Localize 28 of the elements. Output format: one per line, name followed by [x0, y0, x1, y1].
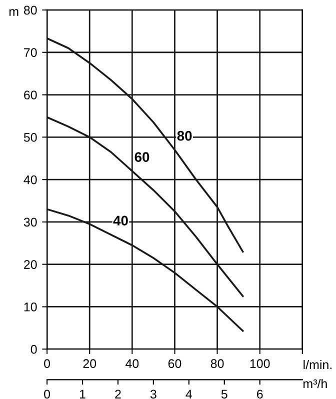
y-tick-label: 70: [24, 48, 37, 58]
x2-tick-label: 2: [115, 390, 121, 398]
x2-tick-label: 0: [44, 390, 50, 399]
series-label: 40: [113, 216, 128, 226]
y-tick-label: 20: [24, 260, 37, 269]
y-tick-label: 80: [24, 6, 37, 15]
y-tick-label: 60: [24, 90, 37, 100]
y-tick-label: 50: [24, 132, 37, 142]
series-label: 80: [177, 130, 192, 141]
x2-axis-title: m³/h: [304, 378, 327, 388]
y-tick-label: 40: [24, 175, 37, 184]
series-label: 60: [134, 152, 150, 162]
x-tick-label: 20: [83, 359, 96, 368]
x-tick-label: 0: [44, 359, 50, 368]
x2-tick-label: 3: [150, 390, 156, 399]
x2-tick-label: 6: [257, 390, 263, 399]
x-tick-label: 40: [125, 359, 139, 368]
y-axis-title: m: [9, 9, 18, 16]
y-tick-label: 10: [24, 302, 37, 312]
x-axis-title: l/min.: [304, 360, 332, 370]
x2-tick-label: 4: [186, 390, 192, 398]
x2-tick-label: 1: [80, 390, 86, 398]
y-tick-label: 30: [24, 218, 37, 227]
x-tick-label: 60: [168, 359, 182, 368]
x-tick-label: 100: [250, 359, 270, 368]
x-tick-label: 80: [210, 359, 224, 368]
x2-tick-label: 5: [221, 390, 228, 399]
y-tick-label: 0: [30, 344, 37, 354]
